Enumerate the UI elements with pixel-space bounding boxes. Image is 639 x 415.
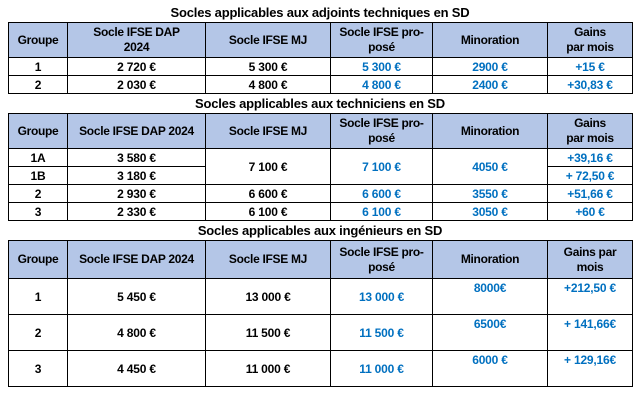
table-ingenieurs: Groupe Socle IFSE DAP 2024 Socle IFSE MJ… [8,240,633,387]
table-title-techniciens: Socles applicables aux techniciens en SD [195,96,445,111]
column-header-groupe: Groupe [8,22,68,58]
table-row: 2 2 930 € 6 600 € 6 600 € 3550 € +51,66 … [8,184,633,203]
cell-groupe: 2 [8,314,68,351]
cell-socle-ifse-propose: 13 000 € [330,278,433,315]
column-header-minoration: Minoration [432,113,548,149]
table-row: 1 2 720 € 5 300 € 5 300 € 2900 € +15 € [8,57,633,76]
cell-gains-par-mois: + 141,66€ [547,314,633,351]
table-row: 2 4 800 € 11 500 € 11 500 € 6500€ + 141,… [8,314,633,351]
cell-groupe: 2 [8,75,68,94]
table-row: 3 2 330 € 6 100 € 6 100 € 3050 € +60 € [8,202,633,221]
cell-socle-ifse-dap: 2 330 € [67,202,206,221]
cell-socle-ifse-dap: 3 580 € [67,148,206,167]
cell-socle-ifse-propose: 11 000 € [330,350,433,387]
table-row: 1 5 450 € 13 000 € 13 000 € 8000€ +212,5… [8,278,633,315]
column-header-minoration: Minoration [432,22,548,58]
column-header-socle-ifse-propose: Socle IFSE pro- posé [330,240,433,279]
cell-gains-par-mois: + 72,50 € [547,166,633,185]
cell-socle-ifse-dap: 4 800 € [67,314,206,351]
cell-socle-ifse-mj: 5 300 € [205,57,331,76]
cell-socle-ifse-dap: 5 450 € [67,278,206,315]
cell-minoration: 6500€ [432,314,548,351]
cell-minoration: 3550 € [432,184,548,203]
cell-socle-ifse-mj: 13 000 € [205,278,331,315]
cell-socle-ifse-propose: 5 300 € [330,57,433,76]
cell-minoration: 2900 € [432,57,548,76]
cell-groupe: 1 [8,57,68,76]
cell-socle-ifse-mj: 11 000 € [205,350,331,387]
document-page: Socles applicables aux adjoints techniqu… [8,5,633,387]
table-title-adjoints: Socles applicables aux adjoints techniqu… [170,5,470,20]
table-row: 2 2 030 € 4 800 € 4 800 € 2400 € +30,83 … [8,75,633,94]
cell-gains-par-mois: +51,66 € [547,184,633,203]
table-title-ingenieurs: Socles applicables aux ingénieurs en SD [197,223,443,238]
cell-minoration-merged: 4050 € [432,148,548,185]
cell-minoration: 6000 € [432,350,548,387]
cell-socle-ifse-dap: 4 450 € [67,350,206,387]
cell-socle-ifse-dap: 2 720 € [67,57,206,76]
cell-groupe: 1B [8,166,68,185]
column-header-socle-ifse-propose: Socle IFSE pro- posé [330,113,433,149]
cell-socle-ifse-dap: 3 180 € [67,166,206,185]
cell-groupe: 1 [8,278,68,315]
cell-socle-ifse-dap: 2 930 € [67,184,206,203]
column-header-socle-ifse-mj: Socle IFSE MJ [205,22,331,58]
column-header-socle-ifse-mj: Socle IFSE MJ [205,240,331,279]
table-techniciens: Groupe Socle IFSE DAP 2024 Socle IFSE MJ… [8,113,633,221]
section-techniciens: Socles applicables aux techniciens en SD… [8,96,633,221]
cell-socle-ifse-dap: 2 030 € [67,75,206,94]
cell-minoration: 8000€ [432,278,548,315]
header-row: Groupe Socle IFSE DAP 2024 Socle IFSE MJ… [8,240,633,279]
column-header-gains-par-mois: Gains par mois [547,22,633,58]
cell-groupe: 2 [8,184,68,203]
column-header-socle-ifse-dap: Socle IFSE DAP 2024 [67,113,206,149]
cell-groupe: 3 [8,202,68,221]
cell-gains-par-mois: + 129,16€ [547,350,633,387]
cell-socle-ifse-mj: 6 600 € [205,184,331,203]
cell-gains-par-mois: +30,83 € [547,75,633,94]
cell-socle-ifse-mj: 6 100 € [205,202,331,221]
cell-socle-ifse-propose: 6 600 € [330,184,433,203]
cell-socle-ifse-mj-merged: 7 100 € [205,148,331,185]
table-row-1a: 1A 3 580 € 7 100 € 7 100 € 4050 € +39,16… [8,148,633,185]
cell-groupe: 3 [8,350,68,387]
header-row: Groupe Socle IFSE DAP 2024 Socle IFSE MJ… [8,22,633,58]
section-ingenieurs: Socles applicables aux ingénieurs en SD … [8,223,633,387]
cell-minoration: 3050 € [432,202,548,221]
table-row: 3 4 450 € 11 000 € 11 000 € 6000 € + 129… [8,350,633,387]
column-header-minoration: Minoration [432,240,548,279]
cell-gains-par-mois: +39,16 € [547,148,633,167]
cell-minoration: 2400 € [432,75,548,94]
column-header-socle-ifse-dap: Socle IFSE DAP 2024 [67,240,206,279]
cell-socle-ifse-mj: 11 500 € [205,314,331,351]
column-header-gains-par-mois: Gains par mois [547,240,633,279]
column-header-socle-ifse-mj: Socle IFSE MJ [205,113,331,149]
column-header-groupe: Groupe [8,113,68,149]
cell-socle-ifse-propose: 11 500 € [330,314,433,351]
table-adjoints-techniques: Groupe Socle IFSE DAP 2024 Socle IFSE MJ… [8,22,633,94]
column-header-gains-par-mois: Gains par mois [547,113,633,149]
cell-socle-ifse-propose-merged: 7 100 € [330,148,433,185]
cell-socle-ifse-propose: 4 800 € [330,75,433,94]
cell-socle-ifse-propose: 6 100 € [330,202,433,221]
column-header-groupe: Groupe [8,240,68,279]
cell-gains-par-mois: +60 € [547,202,633,221]
column-header-socle-ifse-propose: Socle IFSE pro- posé [330,22,433,58]
column-header-socle-ifse-dap: Socle IFSE DAP 2024 [67,22,206,58]
cell-socle-ifse-mj: 4 800 € [205,75,331,94]
cell-groupe: 1A [8,148,68,167]
header-row: Groupe Socle IFSE DAP 2024 Socle IFSE MJ… [8,113,633,149]
cell-gains-par-mois: +15 € [547,57,633,76]
cell-gains-par-mois: +212,50 € [547,278,633,315]
section-adjoints-techniques: Socles applicables aux adjoints techniqu… [8,5,633,94]
